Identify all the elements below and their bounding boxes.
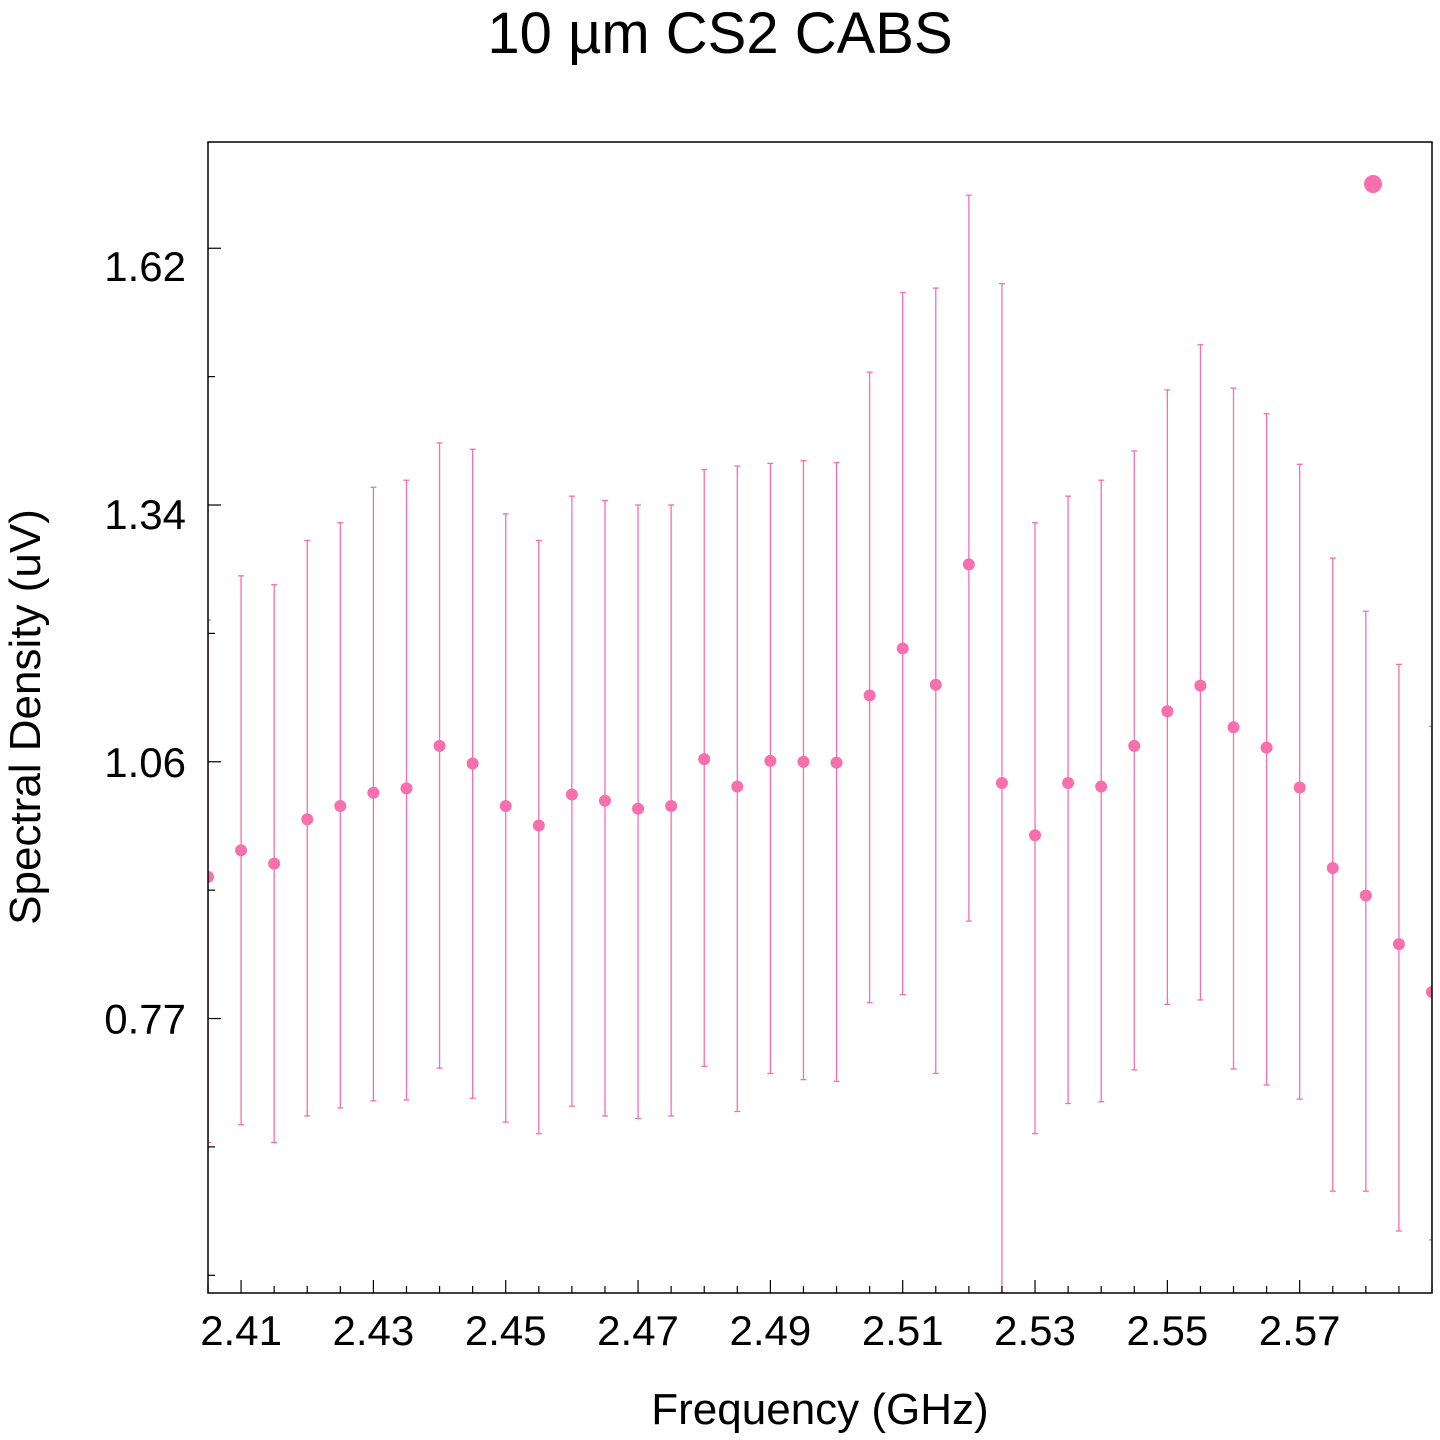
data-point	[995, 777, 1008, 790]
x-axis-label: Frequency (GHz)	[651, 1385, 989, 1434]
data-point	[1260, 741, 1273, 754]
x-tick-label: 2.51	[862, 1307, 944, 1354]
y-tick-label: 1.06	[104, 739, 186, 786]
data-point	[632, 802, 645, 815]
x-tick-label: 2.55	[1126, 1307, 1208, 1354]
data-point	[1194, 679, 1207, 692]
chart-title: 10 µm CS2 CABS	[487, 1, 953, 66]
x-tick-label: 2.53	[994, 1307, 1076, 1354]
data-point	[797, 755, 810, 768]
plot-frame	[207, 141, 1433, 1294]
data-point	[598, 794, 611, 807]
data-point	[565, 788, 578, 801]
tick-labels: 2.41 2.43 2.45 2.47 2.49 2.51 2.53 2.55 2.57 0.77…	[104, 243, 1340, 1354]
data-point	[1392, 938, 1405, 951]
x-tick-label: 2.57	[1259, 1307, 1341, 1354]
y-tick-label: 1.34	[104, 491, 186, 538]
data-point	[1128, 739, 1141, 752]
data-point	[764, 754, 777, 767]
data-points	[208, 558, 1432, 998]
y-axis-label: Spectral Density (uV)	[1, 509, 50, 925]
plot-axes	[207, 141, 1433, 1294]
data-point	[698, 753, 711, 766]
data-point	[466, 757, 479, 770]
data-point	[499, 800, 512, 813]
data-point	[532, 819, 545, 832]
data-point	[1426, 985, 1432, 998]
data-point	[334, 800, 347, 813]
y-tick-label: 0.77	[104, 996, 186, 1043]
data-point	[1029, 829, 1042, 842]
data-point	[1161, 705, 1174, 718]
data-point	[962, 558, 975, 571]
data-point	[665, 800, 678, 813]
data-point	[1062, 777, 1075, 790]
data-point	[400, 782, 413, 795]
data-point	[208, 870, 214, 883]
data-point	[863, 689, 876, 702]
data-point	[1326, 862, 1339, 875]
data-point	[896, 642, 909, 655]
x-tick-label: 2.41	[200, 1307, 282, 1354]
data-point	[367, 786, 380, 799]
data-point	[1227, 721, 1240, 734]
data-point	[1293, 781, 1306, 794]
x-tick-label: 2.49	[730, 1307, 812, 1354]
data-point	[1095, 780, 1108, 793]
error-bars	[208, 194, 1432, 1293]
legend-marker	[1364, 175, 1382, 193]
data-point	[929, 678, 942, 691]
data-point	[731, 780, 744, 793]
data-point	[433, 739, 446, 752]
data-point	[268, 857, 281, 870]
data-point	[830, 756, 843, 769]
data-point	[1359, 889, 1372, 902]
x-tick-label: 2.47	[597, 1307, 679, 1354]
data-point	[235, 844, 248, 857]
x-tick-label: 2.45	[465, 1307, 547, 1354]
data-point	[301, 813, 314, 826]
y-tick-label: 1.62	[104, 243, 186, 290]
x-tick-label: 2.43	[333, 1307, 415, 1354]
